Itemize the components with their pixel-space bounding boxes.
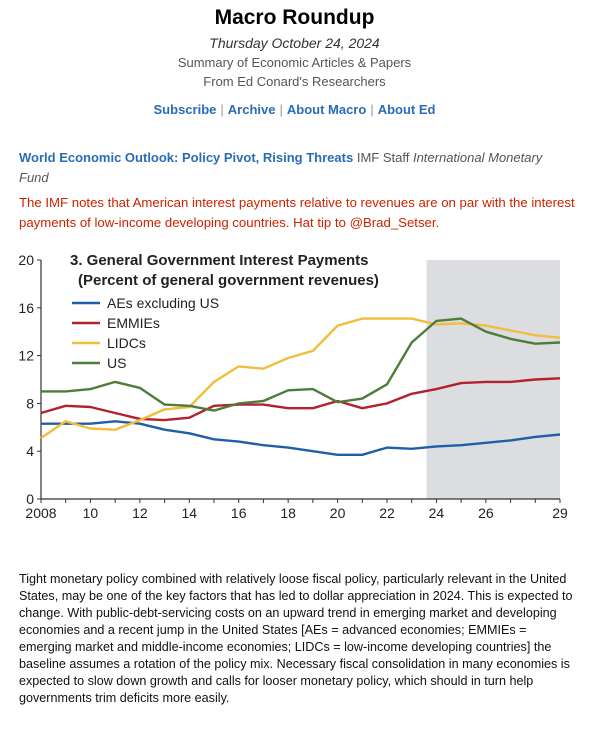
x-tick-label: 29 (552, 505, 568, 521)
x-tick-label: 22 (379, 505, 395, 521)
newsletter-subtitle: Summary of Economic Articles & Papers (177, 55, 412, 70)
article-author: IMF Staff (356, 150, 410, 165)
legend-label: AEs excluding US (107, 295, 219, 311)
x-tick-label: 16 (231, 505, 247, 521)
article-summary: Tight monetary policy combined with rela… (19, 572, 573, 705)
editor-note: The IMF notes that American interest pay… (19, 195, 575, 230)
y-tick-label: 12 (18, 348, 34, 364)
about-macro-link[interactable]: About Macro (286, 102, 367, 117)
nav-separator: | (279, 102, 283, 117)
article-title-link[interactable]: World Economic Outlook: Policy Pivot, Ri… (19, 150, 354, 165)
article-publication: International Monetary Fund (19, 150, 543, 185)
x-tick-label: 26 (478, 505, 494, 521)
legend-label: US (107, 355, 126, 371)
article-citation: World Economic Outlook: Policy Pivot, Ri… (19, 148, 574, 188)
x-tick-label: 12 (132, 505, 148, 521)
chart-title: 3. General Government Interest Payments (70, 252, 368, 269)
legend-label: LIDCs (107, 335, 146, 351)
newsletter-byline: From Ed Conard's Researchers (203, 74, 386, 89)
nav-separator: | (370, 102, 374, 117)
x-tick-label: 24 (429, 505, 445, 521)
y-tick-label: 0 (26, 491, 34, 507)
subscribe-link[interactable]: Subscribe (153, 102, 217, 117)
y-tick-label: 8 (26, 395, 34, 411)
archive-link[interactable]: Archive (227, 102, 276, 117)
y-tick-label: 20 (18, 252, 34, 268)
x-tick-label: 18 (280, 505, 296, 521)
series-line-aes-excluding-us (41, 420, 561, 457)
y-tick-label: 4 (26, 443, 34, 459)
about-ed-link[interactable]: About Ed (377, 102, 436, 117)
x-tick-label: 10 (83, 505, 99, 521)
series-line-emmies (40, 377, 561, 422)
issue-date: Thursday October 24, 2024 (209, 35, 380, 51)
x-tick-label: 2008 (25, 505, 56, 521)
y-tick-label: 16 (18, 300, 34, 316)
x-tick-label: 20 (330, 505, 346, 521)
nav-links: Subscribe | Archive | About Macro | About Ed (0, 102, 589, 117)
x-tick-label: 14 (181, 505, 197, 521)
legend-label: EMMIEs (107, 315, 160, 331)
newsletter-title: Macro Roundup (214, 6, 375, 29)
interest-payments-chart: 0 4 8 12 16 20 2008 10 12 14 16 18 20 22 24 26 29 3. Gen… (18, 252, 568, 521)
series-line-us (41, 317, 561, 412)
nav-separator: | (220, 102, 224, 117)
chart-subtitle: (Percent of general government revenues) (78, 272, 379, 289)
